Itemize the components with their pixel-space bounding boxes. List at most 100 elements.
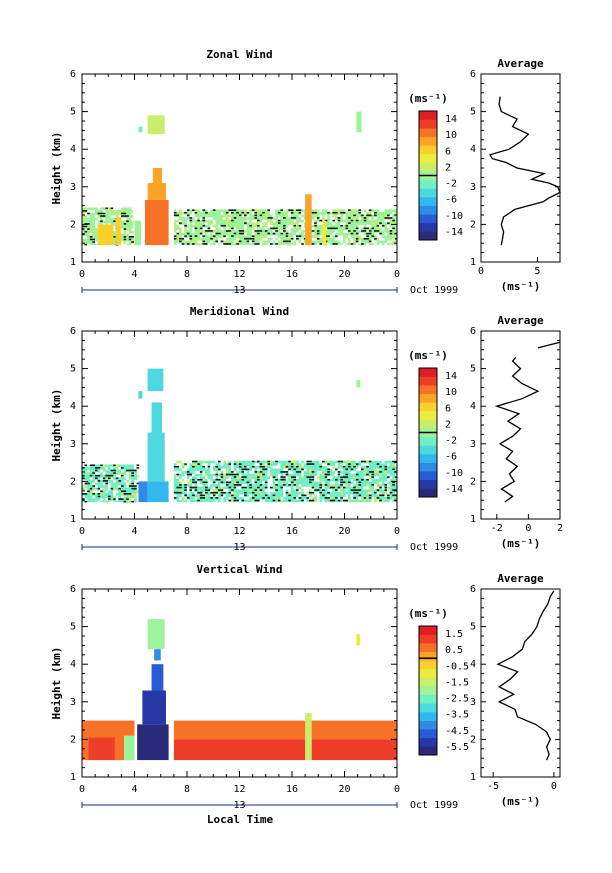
zonal-gap-cell [387, 224, 390, 228]
zonal-gap-cell [345, 209, 349, 212]
meridional-gap-cell [270, 484, 273, 487]
meridional-gap-cell [215, 481, 219, 485]
meridional-contour-cell [184, 486, 187, 489]
meridional-gap-cell [100, 498, 103, 501]
meridional-contour-cell [259, 471, 263, 473]
meridional-contour-cell [126, 469, 129, 472]
meridional-gap-cell [251, 471, 255, 474]
zonal-gap-cell [192, 214, 195, 218]
zonal-variation-cell [131, 230, 134, 234]
vertical-colorbar-swatch [419, 746, 437, 756]
meridional-contour-cell [220, 481, 224, 484]
meridional-gap-cell [210, 489, 213, 492]
zonal-colorbar-swatch [419, 179, 437, 189]
zonal-gap-cell [368, 217, 372, 220]
zonal-gap-cell [340, 222, 343, 225]
meridional-gap-cell [189, 460, 193, 464]
zonal-variation-cell [121, 210, 124, 213]
vertical-colorbar-tick-label: 1.5 [445, 629, 463, 640]
meridional-gap-cell [296, 497, 299, 500]
zonal-contour-cell [102, 215, 106, 217]
zonal-variation-cell [332, 214, 336, 218]
zonal-gap-cell [173, 217, 177, 220]
meridional-contour-cell [254, 494, 258, 497]
zonal-gap-cell [288, 230, 291, 233]
meridional-variation-cell [186, 481, 190, 485]
zonal-contour-cell [381, 224, 385, 227]
meridional-contour-cell [92, 493, 95, 495]
meridional-gap-cell [210, 468, 213, 472]
meridional-contour-cell [306, 476, 310, 478]
zonal-contour-cell [228, 243, 232, 245]
meridional-gap-cell [262, 481, 265, 485]
meridional-contour-cell [392, 481, 395, 484]
zonal-gap-cell [363, 235, 367, 238]
zonal-gap-cell [358, 224, 362, 228]
meridional-contour-cell [238, 484, 242, 486]
meridional-colorbar-swatch [419, 393, 437, 403]
meridional-gap-cell [228, 497, 232, 500]
meridional-contour-cell [290, 465, 294, 468]
meridional-gap-cell [285, 478, 289, 482]
zonal-contour-cell [210, 237, 213, 240]
zonal-contour-cell [298, 211, 302, 214]
zonal-variation-cell [335, 217, 338, 220]
meridional-colorbar-swatch [419, 462, 437, 472]
zonal-gap-cell [97, 207, 101, 211]
zonal-variation-cell [228, 227, 232, 231]
meridional-contour-cell [262, 468, 265, 471]
meridional-gap-cell [337, 497, 341, 500]
meridional-contour-cell [128, 485, 132, 487]
zonal-variation-cell [264, 235, 268, 238]
zonal-contour-cell [285, 240, 289, 243]
meridional-gap-cell [186, 465, 190, 469]
zonal-contour-cell [176, 232, 180, 235]
meridional-gap-cell [225, 478, 229, 482]
meridional-contour-cell [244, 494, 247, 497]
meridional-variation-cell [102, 469, 106, 473]
meridional-gap-cell [267, 473, 271, 477]
meridional-contour-cell [121, 467, 124, 469]
zonal-contour-cell [97, 212, 101, 215]
zonal-contour-cell [186, 214, 190, 217]
zonal-gap-cell [95, 225, 98, 229]
zonal-gap-cell [337, 235, 341, 238]
meridional-colorbar-swatch [419, 445, 437, 455]
zonal-contour-cell [350, 232, 354, 235]
meridional-gap-cell [350, 484, 354, 487]
meridional-contour-cell [327, 473, 330, 476]
meridional-contour-cell [89, 464, 93, 467]
zonal-gap-cell [316, 222, 320, 225]
zonal-gap-cell [285, 227, 289, 231]
meridional-contour-cell [264, 468, 268, 471]
zonal-gap-cell [311, 219, 315, 223]
meridional-contour-cell [311, 476, 315, 478]
meridional-gap-cell [223, 494, 226, 498]
meridional-contour-cell [368, 460, 372, 463]
meridional-contour-cell [384, 484, 388, 486]
zonal-contour-cell [254, 214, 258, 217]
meridional-gap-cell [231, 463, 234, 466]
zonal-variation-cell [288, 235, 291, 238]
zonal-contour-cell [335, 243, 338, 245]
meridional-contour-cell [202, 481, 206, 484]
meridional-gap-cell [179, 463, 182, 466]
meridional-gap-cell [381, 460, 385, 464]
zonal-contour-cell [283, 224, 286, 227]
zonal-x-tick-label: 0 [79, 269, 85, 280]
meridional-gap-cell [136, 493, 140, 496]
meridional-variation-cell [123, 495, 127, 499]
zonal-gap-cell [314, 237, 317, 241]
meridional-contour-cell [345, 476, 349, 478]
zonal-gap-cell [179, 243, 182, 246]
meridional-contour-cell [340, 478, 343, 481]
meridional-contour-cell [337, 473, 341, 476]
meridional-colorbar-unit: (ms⁻¹) [408, 349, 448, 362]
meridional-contour-cell [241, 471, 245, 473]
zonal-contour-cell [368, 240, 372, 243]
zonal-gap-cell [342, 217, 346, 220]
meridional-gap-cell [358, 468, 362, 472]
meridional-contour-cell [342, 465, 346, 468]
zonal-contour-cell [366, 237, 369, 240]
zonal-contour-cell [283, 227, 286, 230]
